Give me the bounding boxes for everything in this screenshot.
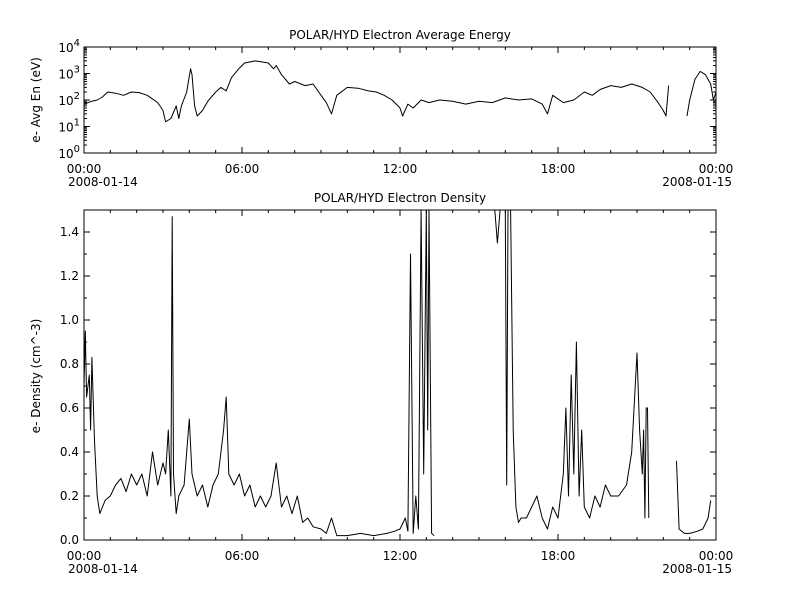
density-y-tick-label: 1.4 (60, 225, 79, 239)
energy-x-tick-label: 18:00 (541, 162, 576, 176)
energy-x-date-label: 2008-01-14 (68, 175, 138, 189)
density-y-tick-label: 1.2 (60, 269, 79, 283)
density-y-tick-label: 1.0 (60, 313, 79, 327)
density-ticks (83, 209, 717, 541)
density-x-tick-label: 00:00 (699, 549, 734, 563)
density-trace-segment-1 (494, 209, 501, 244)
energy-x-tick-label: 00:00 (699, 162, 734, 176)
density-x-date-label: 2008-01-15 (662, 562, 732, 576)
energy-x-tick-label: 06:00 (225, 162, 260, 176)
density-y-axis-label: e- Density (cm^-3) (29, 319, 43, 434)
density-title: POLAR/HYD Electron Density (314, 191, 486, 205)
energy-series (83, 60, 717, 123)
energy-panel: POLAR/HYD Electron Average Energy e- Avg… (29, 28, 733, 189)
density-y-tick-label: 0.4 (60, 445, 79, 459)
energy-plot-frame (83, 46, 717, 154)
energy-y-axis-label: e- Avg En (eV) (29, 57, 43, 143)
energy-trace-segment-0 (83, 60, 670, 123)
density-y-tick-label: 0.6 (60, 401, 79, 415)
energy-title: POLAR/HYD Electron Average Energy (289, 28, 511, 42)
density-x-tick-label: 12:00 (383, 549, 418, 563)
density-plot-frame (83, 209, 717, 541)
energy-y-tick-label: 101 (58, 118, 80, 135)
energy-trace-segment-1 (686, 70, 717, 117)
energy-y-tick-label: 104 (58, 38, 80, 55)
energy-x-tick-label: 12:00 (383, 162, 418, 176)
density-series (83, 209, 712, 537)
energy-y-tick-label: 103 (58, 65, 80, 82)
density-x-date-label: 2008-01-14 (68, 562, 138, 576)
energy-y-tick-label: 102 (58, 91, 80, 108)
density-x-tick-label: 00:00 (67, 549, 102, 563)
density-x-tick-label: 06:00 (225, 549, 260, 563)
density-y-tick-label: 0.0 (60, 533, 79, 547)
density-trace-segment-3 (676, 460, 712, 534)
density-trace-segment-0 (83, 209, 435, 537)
energy-x-date-label: 2008-01-15 (662, 175, 732, 189)
energy-ticks (83, 46, 717, 154)
density-y-tick-label: 0.8 (60, 357, 79, 371)
energy-y-tick-label: 100 (58, 144, 80, 161)
density-trace-segment-2 (504, 209, 650, 530)
density-panel: POLAR/HYD Electron Density e- Density (c… (29, 191, 733, 576)
density-y-tick-label: 0.2 (60, 489, 79, 503)
density-x-tick-label: 18:00 (541, 549, 576, 563)
energy-x-tick-label: 00:00 (67, 162, 102, 176)
